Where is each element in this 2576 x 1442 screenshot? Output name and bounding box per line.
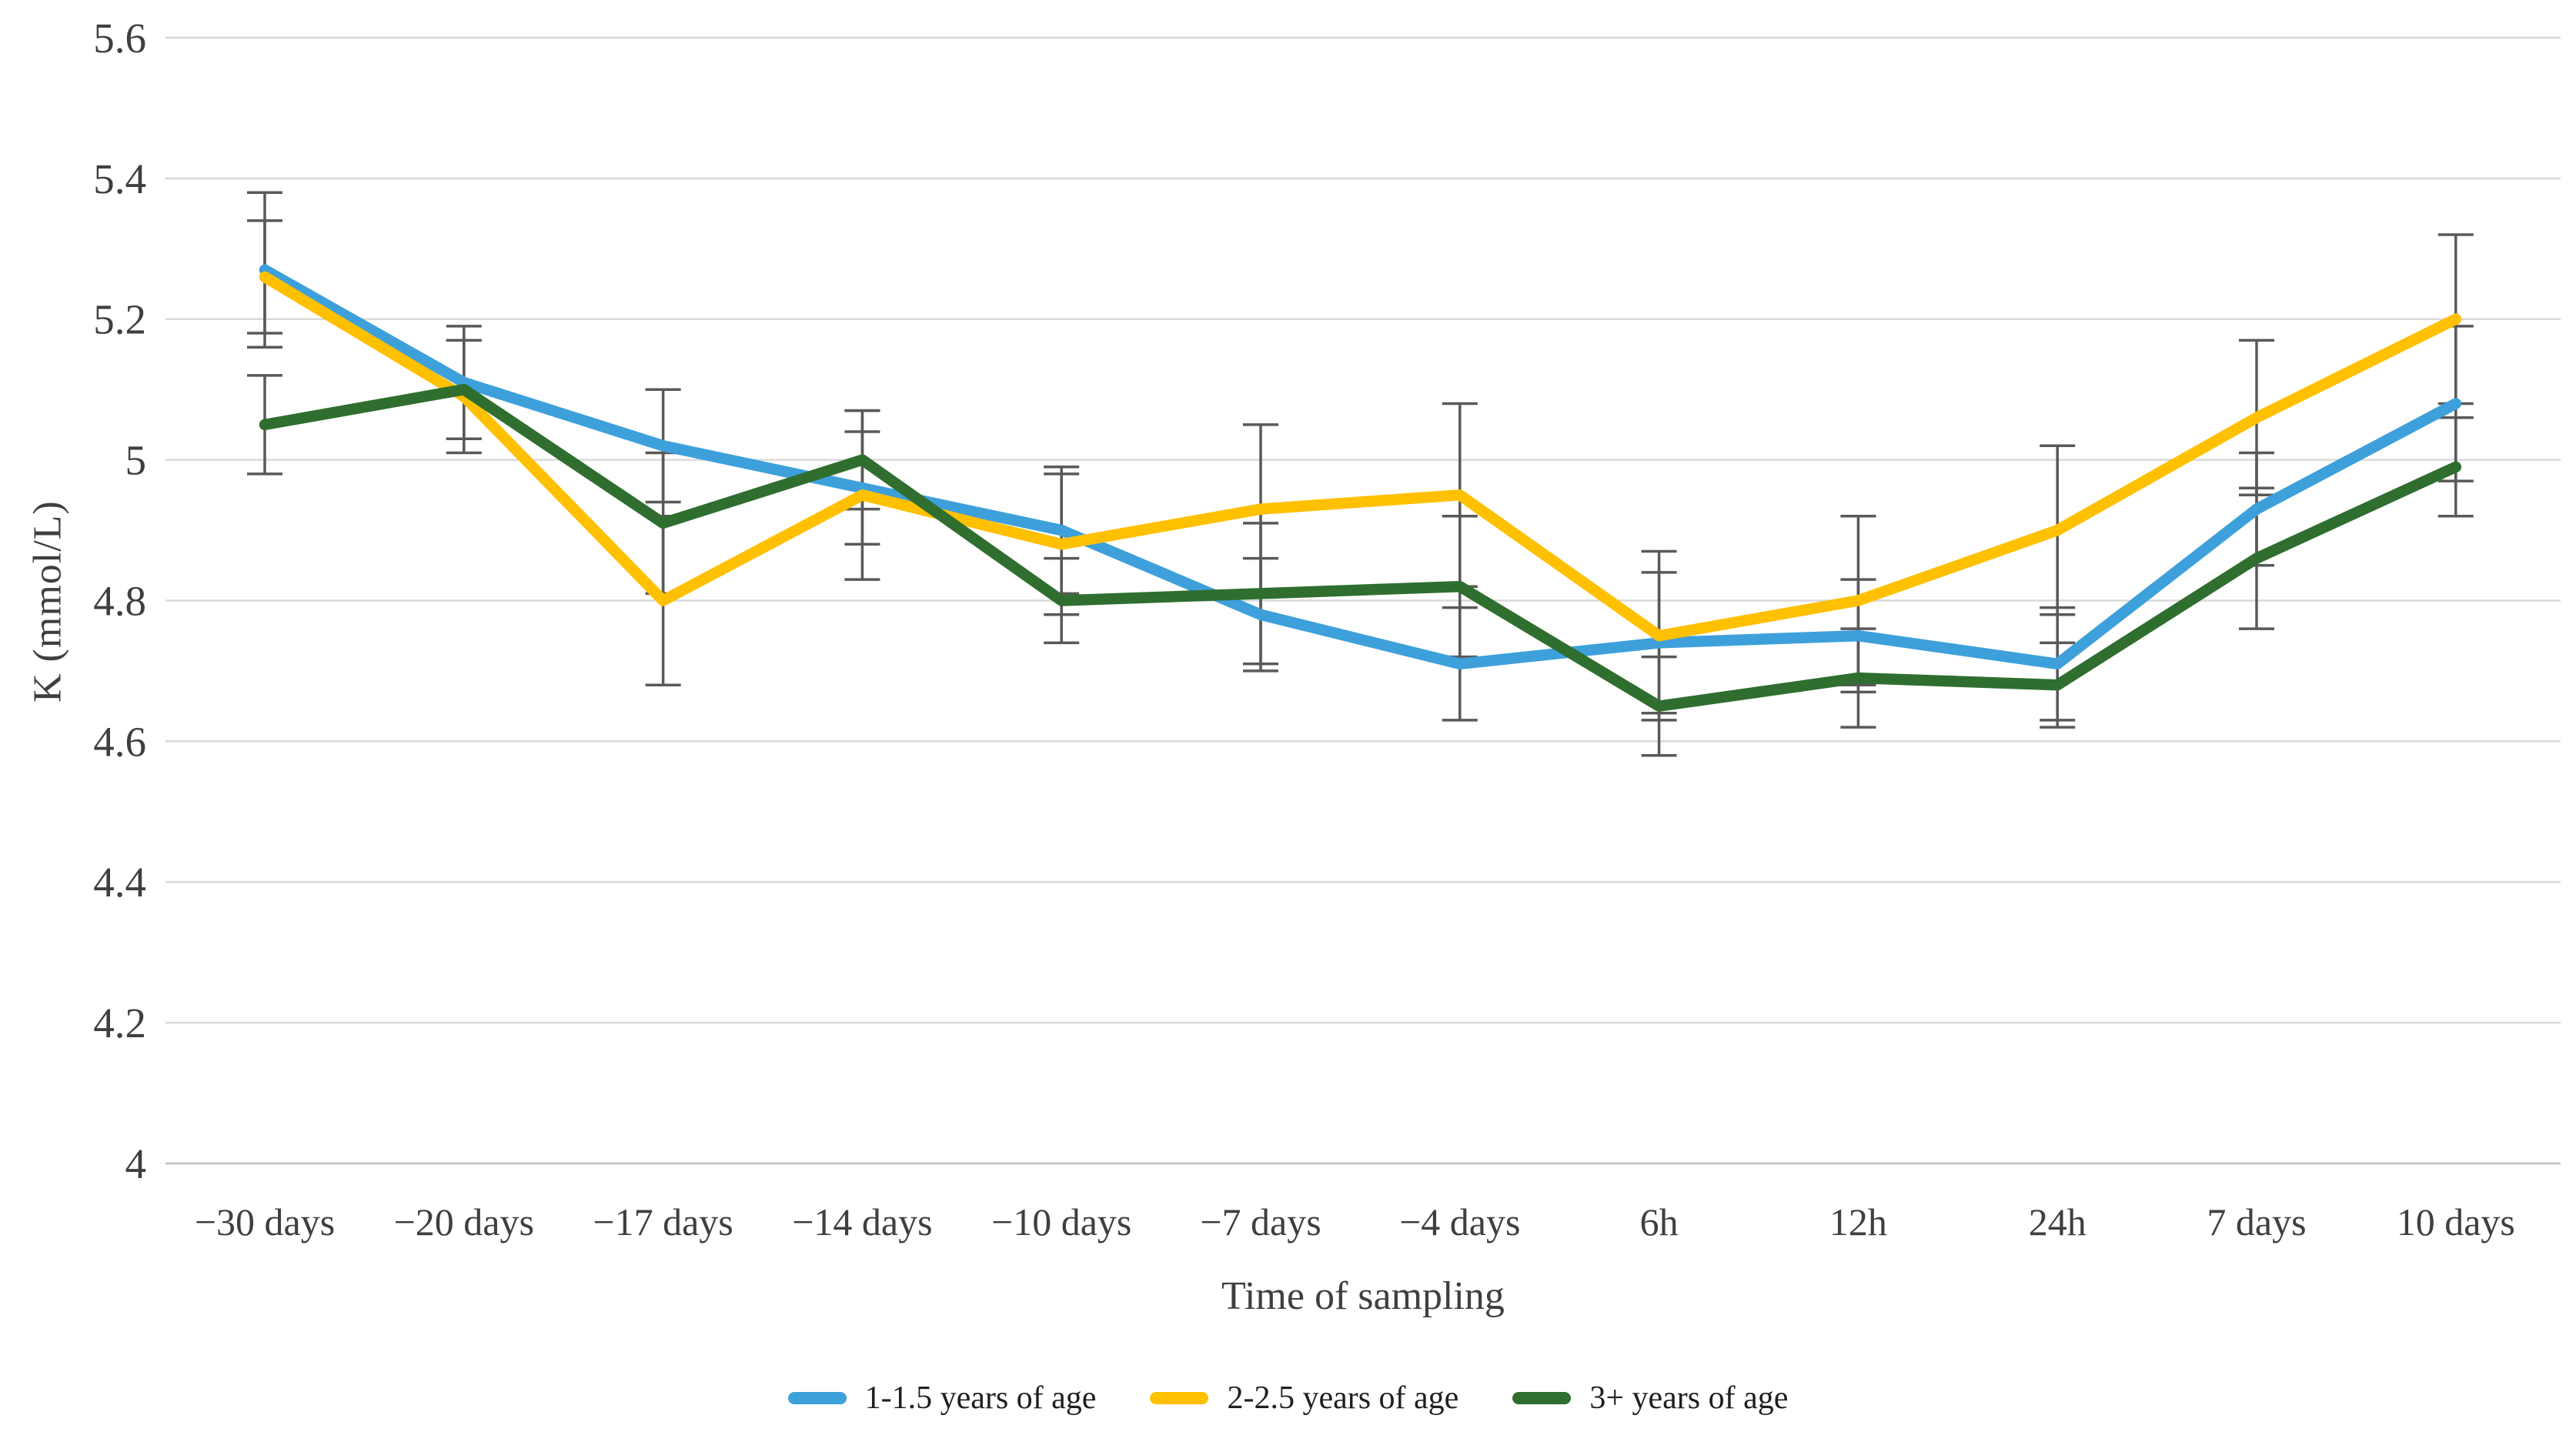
legend-item-2-2.5-years: 2-2.5 years of age [1150, 1380, 1458, 1417]
y-tick-label: 5 [125, 437, 147, 484]
y-tick-label: 4.6 [93, 718, 146, 765]
y-tick-label: 5.4 [93, 155, 146, 202]
legend: 1-1.5 years of age 2-2.5 years of age 3+… [0, 1371, 2576, 1425]
x-tick-labels: −30 days −20 days −17 days −14 days −10 days… [195, 1200, 2515, 1243]
x-tick-label: −14 days [792, 1200, 932, 1243]
legend-swatch-1-1.5-years [787, 1392, 847, 1404]
series-line-1-1.5-years-of-age [259, 264, 2462, 670]
y-tick-label: 4.8 [93, 578, 146, 625]
x-tick-label: −7 days [1200, 1200, 1321, 1243]
x-tick-label: 7 days [2207, 1200, 2306, 1243]
y-tick-label: 5.2 [93, 296, 146, 343]
legend-label: 1-1.5 years of age [864, 1380, 1097, 1416]
series-line-2-2.5-years-of-age [259, 271, 2462, 642]
error-bars-3+-years-of-age [247, 339, 2474, 757]
x-axis-title: Time of sampling [1221, 1274, 1505, 1318]
y-tick-label: 4.4 [93, 859, 146, 906]
legend-item-3plus-years: 3+ years of age [1512, 1380, 1788, 1417]
x-tick-label: −20 days [394, 1200, 534, 1243]
gridlines [165, 36, 2561, 1165]
x-tick-label: −17 days [593, 1200, 733, 1243]
legend-label: 2-2.5 years of age [1227, 1380, 1459, 1416]
y-tick-label: 4.2 [93, 1000, 146, 1046]
y-tick-labels: 4 4.2 4.4 4.6 4.8 5 5.2 5.4 5.6 [93, 15, 146, 1187]
y-tick-label: 4 [125, 1140, 147, 1187]
x-tick-label: 6h [1640, 1200, 1679, 1243]
legend-swatch-3plus-years [1512, 1392, 1572, 1404]
x-tick-label: −10 days [991, 1200, 1131, 1243]
x-tick-label: 24h [2029, 1200, 2087, 1243]
y-axis-title: K (mmol/L) [25, 500, 70, 703]
legend-label: 3+ years of age [1589, 1380, 1789, 1416]
legend-item-1-1.5-years: 1-1.5 years of age [787, 1380, 1097, 1417]
x-tick-label: −30 days [195, 1200, 335, 1243]
y-tick-label: 5.6 [93, 15, 146, 62]
x-tick-label: 10 days [2397, 1200, 2515, 1243]
series-line-3+-years-of-age [259, 383, 2462, 712]
legend-swatch-2-2.5-years [1150, 1392, 1209, 1404]
x-tick-label: −4 days [1399, 1200, 1520, 1243]
x-tick-label: 12h [1829, 1200, 1887, 1243]
